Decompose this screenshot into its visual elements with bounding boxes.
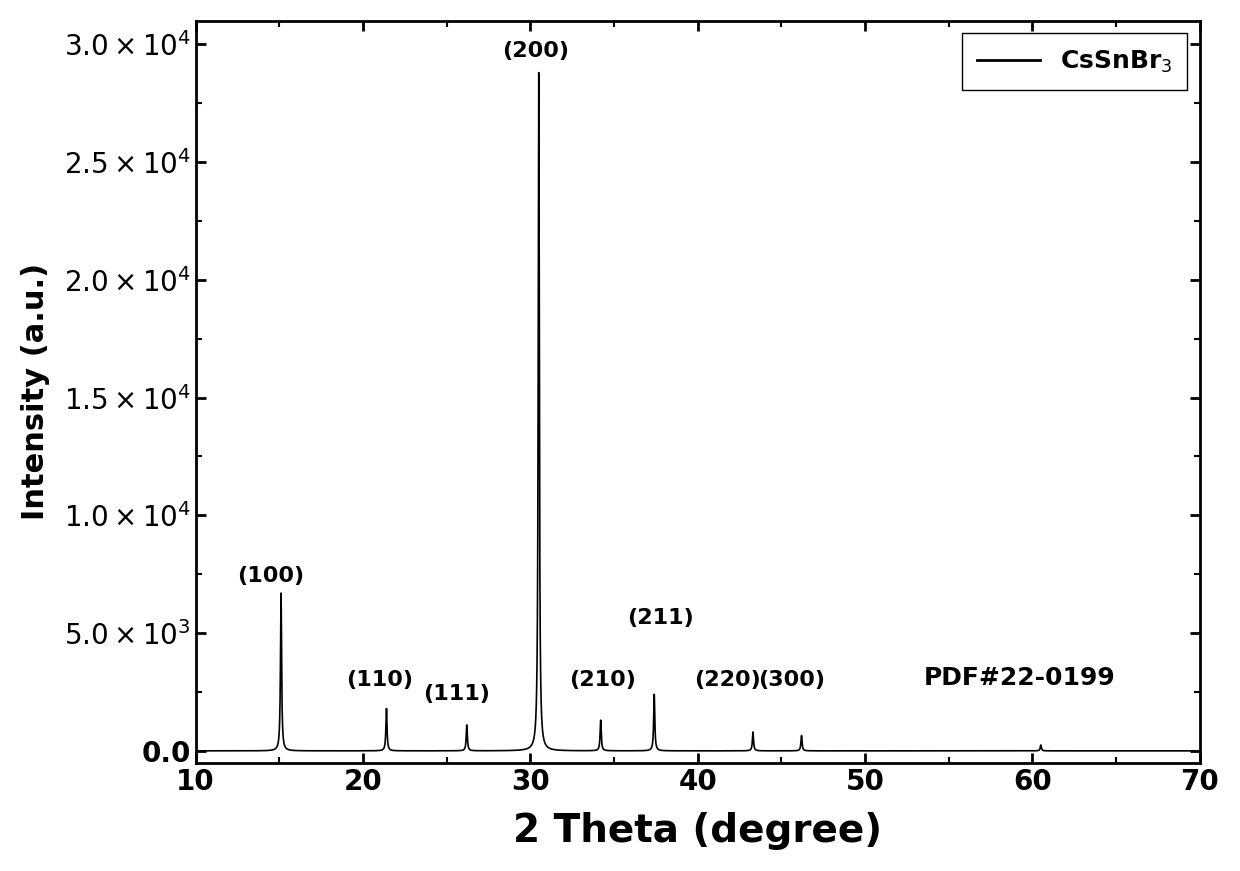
Text: (211): (211) xyxy=(627,609,694,628)
Text: (220): (220) xyxy=(694,670,761,690)
Text: (300): (300) xyxy=(758,670,825,690)
Text: (111): (111) xyxy=(423,684,490,704)
Y-axis label: Intensity (a.u.): Intensity (a.u.) xyxy=(21,263,50,520)
Text: (200): (200) xyxy=(502,41,569,61)
Text: (110): (110) xyxy=(346,670,413,690)
Text: (100): (100) xyxy=(238,566,305,586)
Text: (210): (210) xyxy=(569,670,636,690)
Legend: CsSnBr$_3$: CsSnBr$_3$ xyxy=(962,33,1187,90)
Text: PDF#22-0199: PDF#22-0199 xyxy=(924,665,1116,690)
X-axis label: 2 Theta (degree): 2 Theta (degree) xyxy=(513,812,883,850)
